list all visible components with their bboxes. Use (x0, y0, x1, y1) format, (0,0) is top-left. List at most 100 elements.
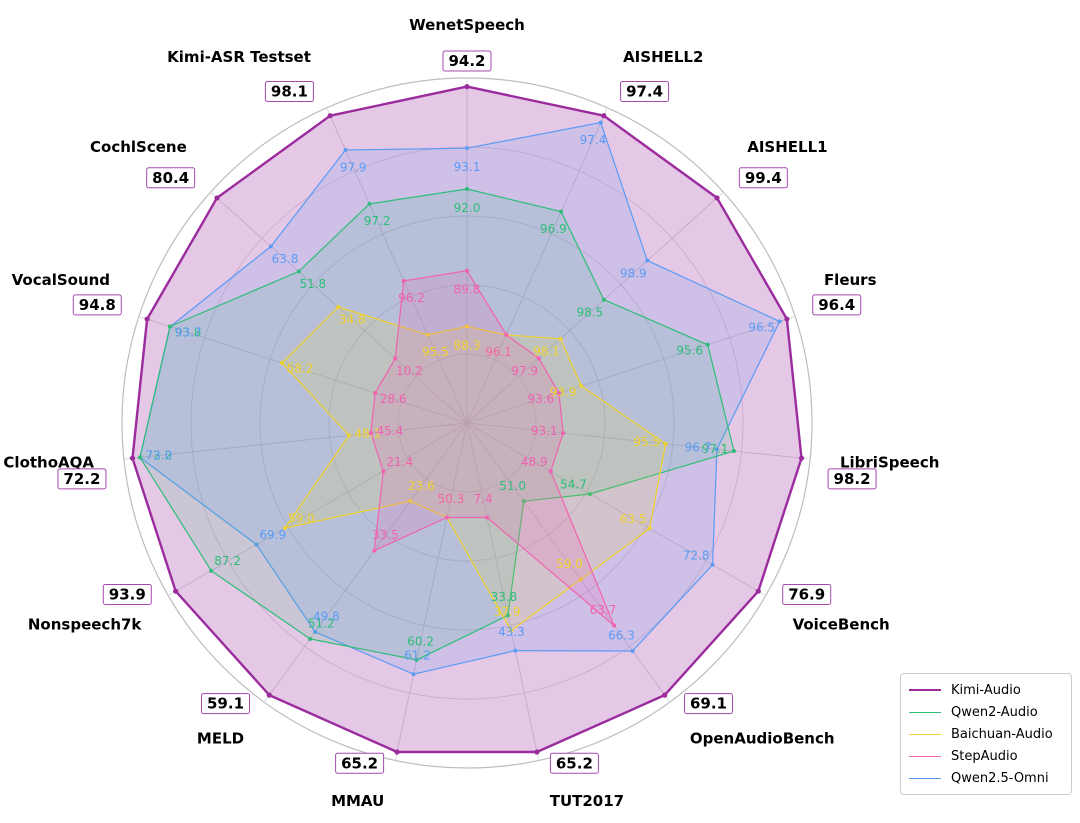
data-point (798, 455, 805, 461)
data-point (394, 749, 400, 755)
data-label: 97.9 (340, 160, 367, 174)
axis-spoke (394, 422, 468, 761)
data-point (663, 441, 668, 446)
kimi-value: 97.4 (626, 83, 663, 101)
data-point (601, 113, 607, 119)
data-label: 73.0 (145, 448, 172, 462)
data-label: 54.7 (560, 478, 587, 492)
legend-item-baichuan-audio: Baichuan-Audio (909, 723, 1063, 745)
data-label: 49.8 (313, 610, 340, 624)
data-label: 98.5 (576, 305, 603, 319)
legend-label: Qwen2.5-Omni (951, 770, 1049, 786)
axis-spoke (466, 191, 724, 424)
kimi-value: 59.1 (207, 695, 244, 713)
data-point (548, 469, 553, 474)
kimi-value: 72.2 (63, 470, 100, 488)
data-point (505, 613, 510, 618)
data-point (296, 269, 301, 274)
axis-label: CochlScene (90, 138, 187, 156)
data-point (336, 304, 341, 309)
data-label: 51.2 (308, 617, 335, 631)
data-point (485, 515, 490, 520)
data-label: 92.0 (454, 201, 481, 215)
data-label: 58.2 (287, 362, 314, 376)
data-point (268, 244, 273, 249)
legend-item-qwen2-5-omni: Qwen2.5-Omni (909, 767, 1063, 789)
series-qwen2-audio (139, 188, 735, 661)
data-label: 97.1 (702, 442, 729, 456)
data-label: 93.1 (454, 160, 481, 174)
data-point (137, 455, 142, 460)
data-label: 97.4 (580, 133, 607, 147)
data-point (313, 629, 318, 634)
legend-swatch (909, 689, 941, 691)
data-label: 97.9 (511, 364, 538, 378)
data-label: 7.4 (474, 492, 493, 506)
legend-label: Qwen2-Audio (951, 704, 1038, 720)
data-label: 10.2 (396, 364, 423, 378)
data-point (598, 120, 603, 125)
data-label: 59.0 (288, 512, 315, 526)
axis-label: Fleurs (824, 271, 877, 289)
data-point (777, 319, 782, 324)
data-label: 21.4 (386, 455, 413, 469)
data-label: 95.6 (676, 344, 703, 358)
kimi-value-box (102, 584, 152, 605)
data-point (209, 568, 214, 573)
kimi-value: 98.1 (271, 83, 308, 101)
data-point (279, 360, 284, 365)
data-point (368, 431, 373, 436)
kimi-value-box (264, 81, 314, 103)
data-label: 60.2 (407, 634, 434, 648)
data-label: 87.2 (214, 554, 241, 568)
data-label: 51.0 (499, 479, 526, 493)
kimi-value: 96.4 (818, 296, 855, 314)
data-point (561, 431, 566, 436)
legend-item-qwen2-audio: Qwen2-Audio (909, 701, 1063, 723)
data-label: 72.2 (145, 448, 172, 462)
kimi-value: 65.2 (556, 754, 593, 772)
data-point (129, 455, 136, 461)
data-label: 50.3 (438, 492, 465, 506)
series-kimi-audio (131, 85, 803, 754)
data-point (556, 391, 561, 396)
data-label: 28.6 (380, 392, 407, 406)
data-point (144, 316, 150, 322)
legend-label: Baichuan-Audio (951, 726, 1053, 742)
axis-spoke (466, 422, 811, 460)
kimi-value: 98.2 (834, 470, 871, 488)
data-point (408, 499, 413, 504)
data-label: 51.8 (299, 277, 326, 291)
data-point (381, 469, 386, 474)
data-label: 34.8 (339, 313, 366, 327)
data-point (731, 449, 736, 454)
kimi-value: 69.1 (690, 695, 727, 713)
data-point (327, 113, 333, 119)
axis-label: OpenAudioBench (690, 730, 835, 748)
data-label: 98.9 (620, 266, 647, 280)
data-point (755, 588, 761, 594)
axis-spoke (263, 422, 468, 703)
data-point (444, 515, 449, 520)
data-point (343, 148, 348, 153)
axis-spoke (466, 315, 796, 424)
kimi-value-box (442, 50, 492, 72)
data-label: 63.5 (620, 512, 647, 526)
chart-legend: Kimi-Audio Qwen2-Audio Baichuan-Audio St… (900, 673, 1072, 795)
data-label: 59.0 (556, 557, 583, 571)
data-point (465, 324, 469, 329)
data-point (578, 577, 583, 582)
data-label: 61.2 (404, 649, 431, 663)
data-label: 97.2 (364, 214, 391, 228)
data-point (647, 526, 652, 531)
axis-spoke (326, 107, 468, 424)
data-label: 93.9 (550, 385, 577, 399)
data-point (254, 542, 259, 547)
data-point (521, 499, 526, 504)
kimi-value-box (201, 693, 251, 715)
data-point (173, 588, 179, 594)
radar-series (129, 84, 805, 755)
data-point (393, 356, 398, 361)
kimi-value-box (335, 752, 385, 774)
data-point (579, 383, 584, 388)
